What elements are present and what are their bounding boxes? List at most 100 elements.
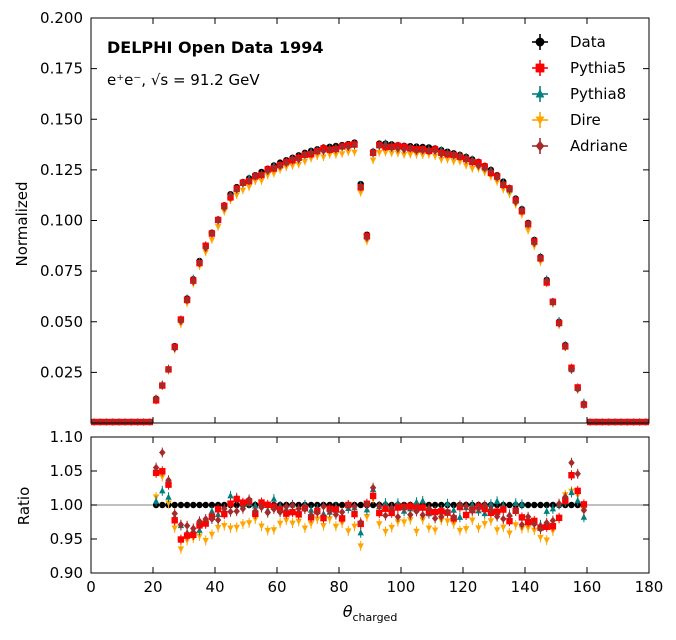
main-y-tick-label: 0.025 bbox=[40, 363, 83, 381]
ratio-point-pythia5 bbox=[233, 495, 240, 503]
legend-marker-data bbox=[535, 37, 545, 47]
ratio-point-data bbox=[506, 501, 513, 509]
point-adriane bbox=[97, 418, 104, 426]
ratio-point-adriane bbox=[537, 525, 544, 533]
ratio-point-dire bbox=[524, 525, 532, 532]
ratio-point-dire bbox=[171, 525, 178, 532]
ratio-point-dire bbox=[506, 530, 513, 537]
ratio-point-pythia8 bbox=[444, 500, 451, 507]
point-adriane bbox=[295, 155, 302, 164]
ratio-x-tick-label: 80 bbox=[329, 578, 348, 596]
ratio-point-data bbox=[233, 501, 240, 509]
ratio-point-dire bbox=[307, 521, 315, 528]
ratio-point-pythia8 bbox=[382, 499, 389, 506]
x-axis-label: θcharged bbox=[343, 602, 398, 624]
ratio-point-dire bbox=[270, 527, 278, 534]
ratio-point-adriane bbox=[531, 520, 538, 528]
ratio-point-pythia5 bbox=[574, 487, 581, 495]
point-adriane bbox=[419, 146, 426, 155]
ratio-point-data bbox=[177, 501, 185, 509]
point-dire bbox=[239, 187, 247, 194]
ratio-point-adriane bbox=[425, 504, 433, 513]
ratio-point-pythia8 bbox=[357, 529, 364, 536]
ratio-point-pythia5 bbox=[518, 514, 526, 521]
ratio-point-adriane bbox=[307, 511, 315, 520]
point-adriane bbox=[270, 163, 278, 172]
ratio-point-dire bbox=[202, 537, 209, 545]
point-dire bbox=[301, 158, 309, 165]
ratio-point-data bbox=[338, 501, 346, 509]
point-dire bbox=[444, 156, 451, 164]
ratio-point-adriane bbox=[183, 521, 191, 530]
point-adriane bbox=[121, 418, 129, 426]
ratio-point-pythia5 bbox=[227, 500, 234, 507]
ratio-point-adriane bbox=[314, 508, 321, 517]
ratio-point-pythia5 bbox=[264, 501, 271, 509]
ratio-x-tick-label: 160 bbox=[573, 578, 602, 596]
ratio-point-dire bbox=[351, 523, 358, 530]
point-adriane bbox=[407, 144, 414, 153]
ratio-point-adriane bbox=[258, 503, 265, 512]
legend-label: Pythia8 bbox=[570, 85, 626, 103]
ratio-point-dire bbox=[196, 533, 203, 540]
ratio-x-tick-label: 180 bbox=[635, 578, 664, 596]
ratio-point-adriane bbox=[549, 516, 557, 525]
ratio-x-tick-label: 100 bbox=[387, 578, 416, 596]
point-adriane bbox=[190, 277, 197, 286]
ratio-point-adriane bbox=[245, 495, 253, 504]
ratio-x-tick-label: 20 bbox=[143, 578, 162, 596]
ratio-point-pythia8 bbox=[208, 507, 216, 514]
ratio-point-data bbox=[568, 501, 575, 509]
ratio-point-dire bbox=[543, 537, 550, 544]
ratio-point-adriane bbox=[276, 508, 284, 517]
point-dire bbox=[493, 179, 501, 186]
ratio-point-adriane bbox=[562, 493, 569, 501]
ratio-point-adriane bbox=[568, 458, 575, 467]
ratio-point-dire bbox=[376, 521, 383, 528]
legend-entry-pythia5: Pythia5 bbox=[532, 59, 626, 77]
ratio-point-adriane bbox=[574, 469, 581, 478]
point-adriane bbox=[630, 418, 637, 426]
ratio-point-dire bbox=[289, 520, 296, 527]
ratio-point-pythia5 bbox=[239, 499, 247, 506]
ratio-y-tick-label: 1.10 bbox=[50, 428, 83, 446]
ratio-point-adriane bbox=[518, 520, 526, 529]
point-adriane bbox=[115, 418, 123, 426]
ratio-point-adriane bbox=[345, 501, 352, 510]
point-dire bbox=[382, 149, 389, 157]
ratio-point-data bbox=[450, 501, 457, 509]
ratio-point-adriane bbox=[382, 511, 389, 520]
ratio-point-dire bbox=[407, 517, 414, 524]
ratio-point-dire bbox=[357, 543, 364, 550]
point-adriane bbox=[314, 147, 321, 156]
ratio-point-adriane bbox=[543, 518, 550, 527]
ratio-point-dire bbox=[214, 525, 222, 532]
ratio-point-dire bbox=[444, 518, 451, 525]
ratio-point-data bbox=[159, 501, 166, 509]
point-adriane bbox=[524, 220, 532, 229]
ratio-point-pythia5 bbox=[190, 531, 197, 539]
point-dire bbox=[320, 154, 327, 161]
ratio-point-adriane bbox=[450, 513, 457, 521]
point-dire bbox=[208, 237, 216, 244]
ratio-point-pythia5 bbox=[338, 515, 346, 522]
ratio-point-pythia8 bbox=[165, 493, 172, 500]
point-adriane bbox=[382, 141, 389, 150]
point-adriane bbox=[152, 394, 160, 403]
point-adriane bbox=[599, 418, 606, 426]
point-adriane bbox=[159, 381, 166, 390]
point-dire bbox=[233, 192, 240, 199]
point-dire bbox=[394, 150, 402, 157]
point-dire bbox=[462, 162, 470, 169]
point-adriane bbox=[518, 206, 526, 215]
point-adriane bbox=[264, 167, 271, 175]
point-adriane bbox=[425, 146, 433, 155]
ratio-y-tick-label: 0.90 bbox=[50, 564, 83, 582]
point-adriane bbox=[109, 418, 116, 426]
ratio-point-adriane bbox=[301, 505, 309, 513]
point-adriane bbox=[593, 418, 600, 426]
point-adriane bbox=[332, 145, 340, 154]
ratio-point-adriane bbox=[177, 520, 185, 529]
ratio-y-axis-label: Ratio bbox=[15, 487, 33, 526]
point-adriane bbox=[543, 276, 550, 285]
